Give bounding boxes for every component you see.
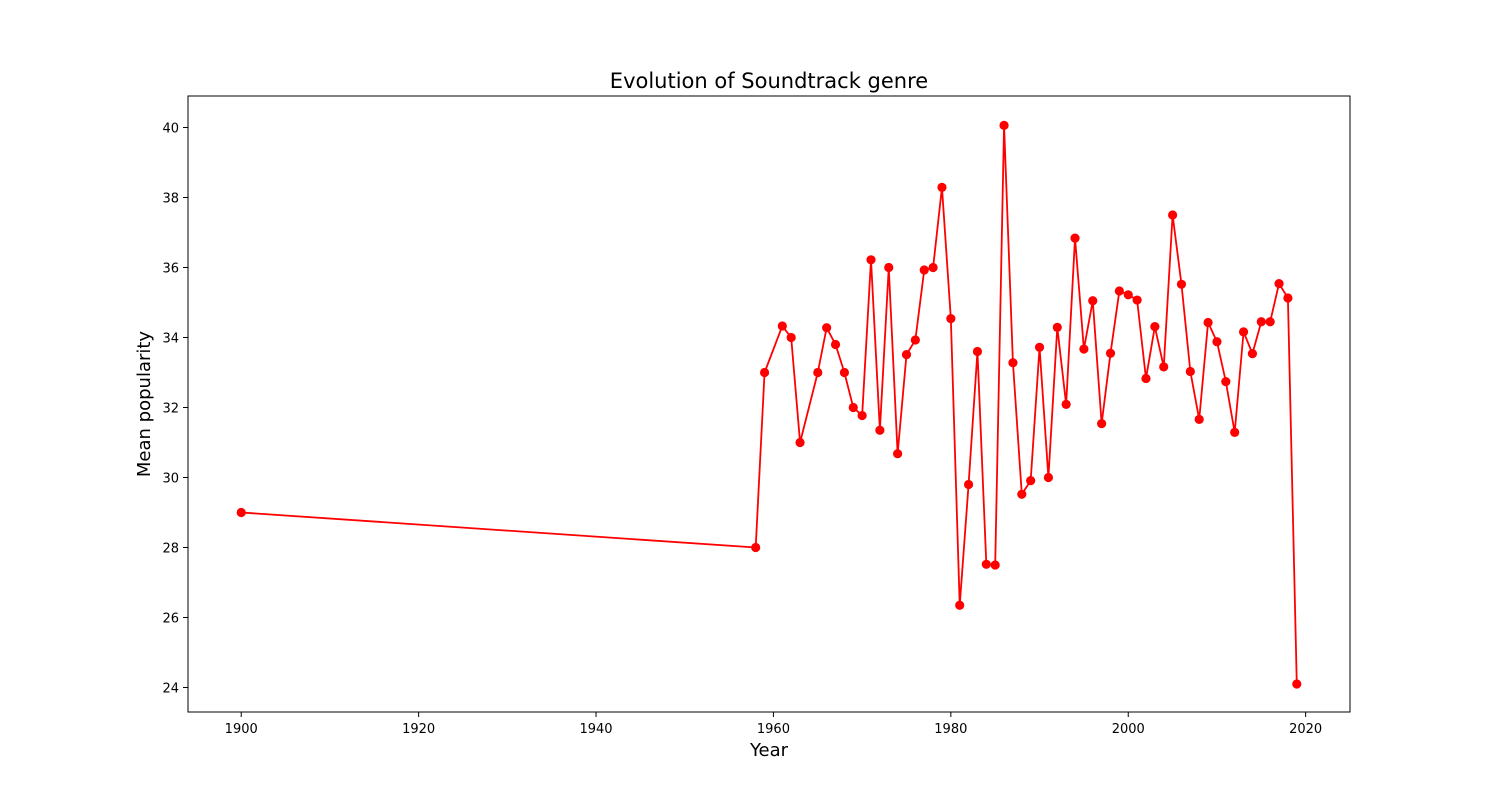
data-point (1105, 348, 1116, 358)
data-point (1292, 679, 1302, 689)
data-point (786, 332, 796, 343)
data-point (830, 339, 841, 350)
data-point (813, 367, 823, 378)
data-point (1150, 322, 1160, 332)
data-point (1052, 322, 1062, 332)
data-point (910, 335, 920, 345)
chart-title: Evolution of Soundtrack genre (610, 69, 928, 93)
data-point (839, 367, 849, 378)
data-point (857, 410, 867, 421)
data-point (1265, 317, 1275, 327)
data-point (822, 323, 832, 333)
data-point (1079, 344, 1089, 354)
plot-area (236, 120, 1302, 689)
data-point (1088, 296, 1098, 306)
x-tick-label: 1920 (402, 722, 435, 737)
plot-frame (187, 95, 1351, 713)
data-point (1185, 366, 1195, 377)
data-point (848, 402, 858, 413)
data-point (1256, 317, 1266, 327)
data-point (999, 120, 1009, 130)
data-point (759, 367, 770, 378)
data-point (1203, 317, 1213, 328)
data-point (1070, 233, 1080, 243)
data-point (1034, 342, 1045, 352)
data-point (1159, 362, 1169, 372)
x-axis-title: Year (749, 740, 789, 761)
data-point (1274, 279, 1284, 289)
y-axis: 24 26 28 30 32 34 36 38 40 (162, 122, 188, 697)
data-point (795, 437, 805, 448)
data-point (990, 560, 1000, 570)
data-point (1176, 279, 1187, 289)
y-tick-label: 28 (162, 542, 179, 557)
data-point (1097, 419, 1107, 429)
data-point (1283, 293, 1293, 303)
data-point (884, 262, 894, 273)
y-tick-label: 40 (162, 122, 179, 137)
data-point (1008, 358, 1018, 368)
data-point (955, 600, 965, 610)
x-tick-label: 1980 (934, 722, 967, 737)
x-tick-label: 1900 (225, 722, 258, 737)
x-tick-label: 1960 (757, 722, 790, 737)
x-tick-label: 2020 (1289, 722, 1322, 737)
y-tick-label: 26 (162, 612, 179, 627)
x-axis: 1900 1920 1940 1960 1980 2000 2020 (225, 712, 1322, 737)
data-point (236, 507, 246, 518)
data-point (937, 182, 947, 192)
data-point (1238, 327, 1249, 337)
data-point (1017, 489, 1027, 499)
data-point (1194, 414, 1204, 424)
data-point (981, 559, 991, 569)
data-point (1132, 295, 1142, 305)
data-point (1167, 210, 1178, 220)
data-point (893, 449, 903, 459)
data-point (1061, 399, 1071, 409)
data-point (1141, 373, 1151, 384)
data-point (875, 425, 885, 435)
data-point (1221, 377, 1231, 387)
data-point (1212, 337, 1222, 347)
data-point (972, 346, 983, 357)
y-tick-label: 24 (162, 682, 179, 697)
data-point (946, 314, 956, 324)
y-tick-label: 30 (162, 472, 179, 487)
y-tick-label: 38 (162, 192, 179, 207)
x-tick-label: 1940 (579, 722, 612, 737)
y-tick-label: 34 (162, 332, 179, 347)
data-point (1247, 349, 1258, 359)
data-point (1026, 476, 1036, 486)
data-point (1114, 286, 1124, 296)
y-tick-label: 32 (162, 402, 179, 417)
data-point (901, 350, 912, 360)
data-point (777, 321, 787, 331)
data-point (1230, 427, 1240, 437)
y-tick-label: 36 (162, 262, 179, 277)
data-point (1043, 472, 1054, 483)
data-point (751, 542, 761, 553)
x-tick-label: 2000 (1112, 722, 1145, 737)
data-point (928, 262, 938, 273)
data-point (1123, 290, 1133, 300)
data-point (866, 255, 876, 265)
y-axis-title: Mean popularity (134, 331, 155, 478)
data-point (919, 265, 929, 275)
data-point (963, 479, 974, 490)
